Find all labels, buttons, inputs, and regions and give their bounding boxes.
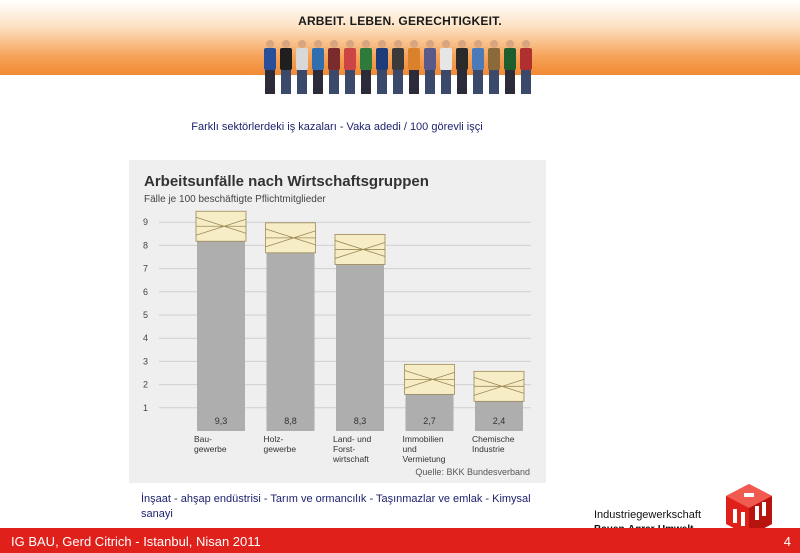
bar-value-label: 2,7 xyxy=(423,416,436,426)
category-label: Industrie xyxy=(472,444,505,454)
bandage-stripes xyxy=(404,369,455,389)
y-tick-label: 9 xyxy=(143,217,148,227)
bandage-stripes xyxy=(473,376,525,396)
category-label: Immobilien xyxy=(403,434,444,444)
category-label: Vermietung xyxy=(403,454,446,464)
bar-value-label: 8,8 xyxy=(284,416,297,426)
chart-source: Quelle: BKK Bundesverband xyxy=(415,467,530,477)
category-label: Holz- xyxy=(264,434,284,444)
y-tick-label: 6 xyxy=(143,287,148,297)
bar-value-label: 2,4 xyxy=(493,416,506,426)
y-tick-label: 8 xyxy=(143,240,148,250)
y-tick-label: 1 xyxy=(143,403,148,413)
y-tick-label: 4 xyxy=(143,333,148,343)
footer-bar: IG BAU, Gerd Citrich - Istanbul, Nisan 2… xyxy=(0,528,800,553)
bandage-stripes xyxy=(195,216,247,236)
chart-subtitle: Fälle je 100 beschäftigte Pflichtmitglie… xyxy=(144,194,326,205)
ig-bau-logo-icon xyxy=(726,484,772,536)
bar xyxy=(336,238,384,431)
y-tick-label: 5 xyxy=(143,310,148,320)
bar xyxy=(197,215,245,431)
category-label: und xyxy=(403,444,417,454)
category-label: wirtschaft xyxy=(332,454,370,464)
slide-subtitle: Farklı sektörlerdeki iş kazaları - Vaka … xyxy=(191,121,483,133)
category-label: Land- und xyxy=(333,434,372,444)
y-tick-label: 7 xyxy=(143,264,148,274)
category-label: Forst- xyxy=(333,444,355,454)
chart-title: Arbeitsunfälle nach Wirtschaftsgruppen xyxy=(144,173,429,190)
bandage-stripes xyxy=(334,240,386,259)
slogan: ARBEIT. LEBEN. GERECHTIGKEIT. xyxy=(298,14,502,28)
category-label: gewerbe xyxy=(194,444,227,454)
bandage-stripes xyxy=(265,228,316,248)
bar xyxy=(266,226,315,431)
bar-value-label: 8,3 xyxy=(354,416,367,426)
y-tick-label: 2 xyxy=(143,380,148,390)
category-label: Bau- xyxy=(194,434,212,444)
workers-illustration xyxy=(264,40,532,94)
page-number: 4 xyxy=(783,534,791,549)
category-label: Chemische xyxy=(472,434,515,444)
category-label: gewerbe xyxy=(264,444,297,454)
y-tick-label: 3 xyxy=(143,356,148,366)
chart-panel: 1 2 3 4 5 6 7 8 9 9,3 Bau-gewerbe 8,8 Holz-gewerbe 8,… xyxy=(129,160,546,483)
footer-text: IG BAU, Gerd Citrich - Istanbul, Nisan 2… xyxy=(11,534,261,549)
bar-value-label: 9,3 xyxy=(215,416,228,426)
logo-line-1: Industriegewerkschaft xyxy=(594,509,701,521)
caption: İnşaat - ahşap endüstrisi - Tarım ve orm… xyxy=(141,493,531,520)
